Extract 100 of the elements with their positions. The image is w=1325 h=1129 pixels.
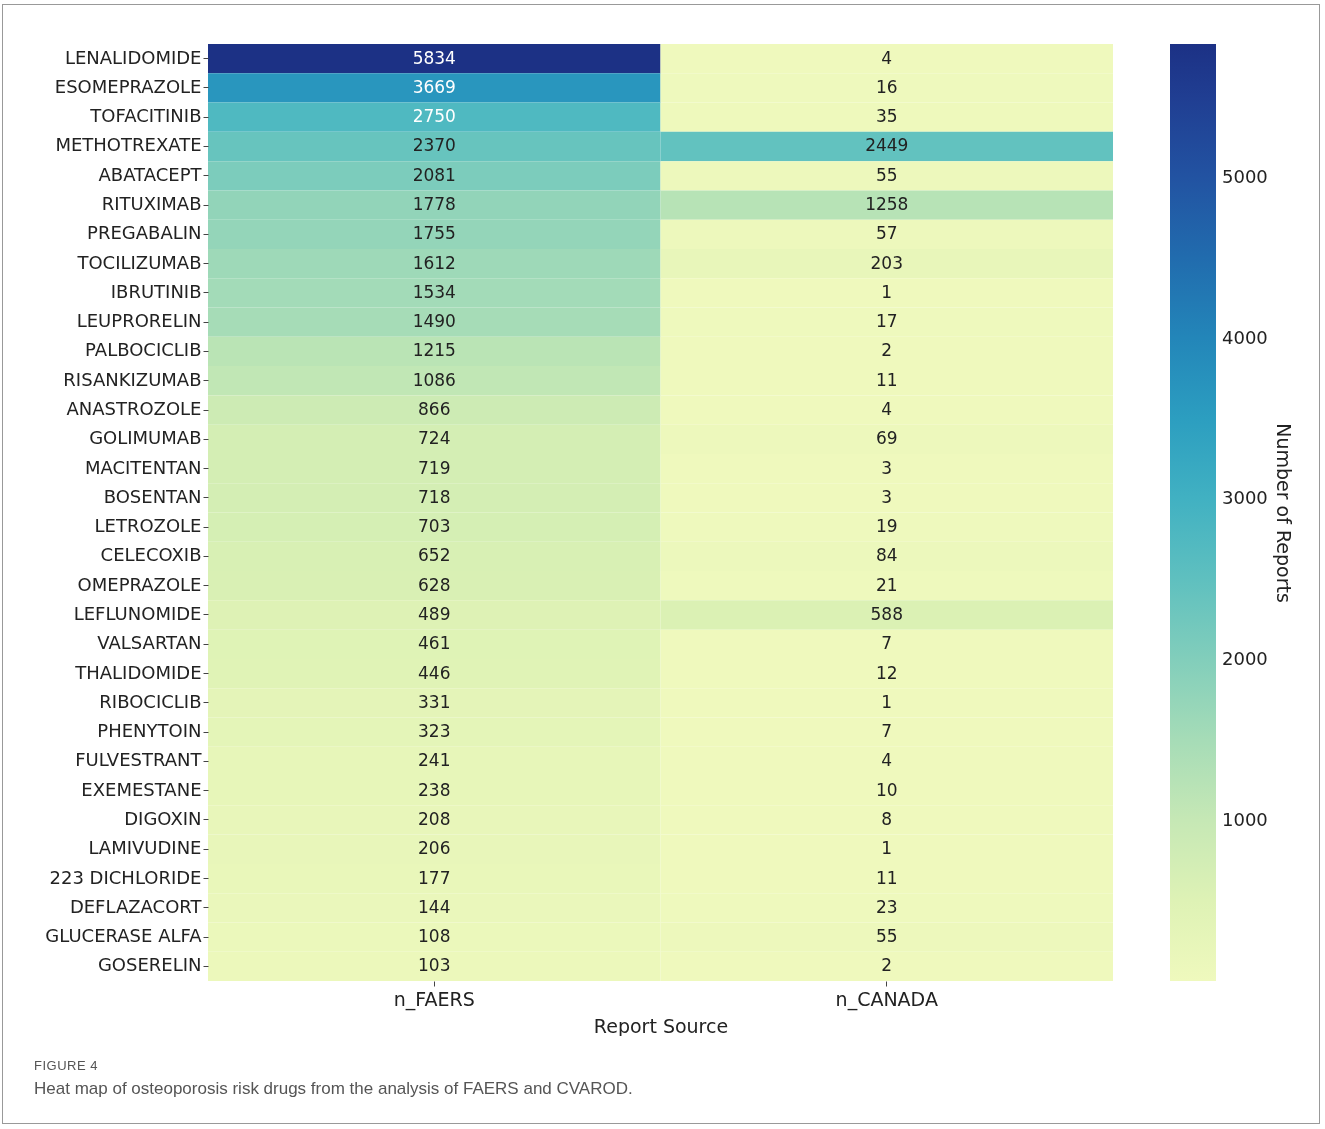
- y-tick-label: LETROZOLE: [94, 515, 202, 537]
- y-tick-label: DIGOXIN: [124, 807, 202, 829]
- y-tick-label: EXEMESTANE: [81, 778, 202, 800]
- data-label: 2081: [412, 164, 456, 185]
- y-tick-label: MACITENTAN: [84, 456, 202, 478]
- data-label: 144: [418, 896, 451, 917]
- data-label: 108: [418, 926, 451, 947]
- data-label: 55: [875, 926, 898, 947]
- y-tick-label: TOCILIZUMAB: [76, 251, 202, 273]
- data-label: 16: [875, 76, 898, 97]
- y-tick-label: LENALIDOMIDE: [64, 46, 202, 68]
- data-label: 238: [418, 779, 451, 800]
- color-bar-label: 2000: [1222, 647, 1268, 669]
- color-bar-title: Number of Reports: [1273, 423, 1295, 603]
- data-label: 2370: [412, 135, 456, 156]
- data-label: 11: [875, 867, 898, 888]
- data-label: 724: [418, 428, 451, 449]
- y-tick-label: PALBOCICLIB: [85, 339, 202, 361]
- data-label: 3: [881, 457, 893, 478]
- y-tick-label: METHOTREXATE: [55, 134, 202, 156]
- data-label: 7: [881, 633, 893, 654]
- data-label: 588: [870, 603, 903, 624]
- data-label: 1612: [412, 252, 456, 273]
- data-label: 1: [881, 838, 893, 859]
- data-label: 5834: [412, 47, 456, 68]
- y-tick-label: GOLIMUMAB: [89, 427, 202, 449]
- caption: FIGURE 4: [34, 1058, 99, 1073]
- data-label: 2750: [412, 106, 456, 127]
- data-label: 21: [875, 574, 898, 595]
- data-label: 1086: [412, 369, 456, 390]
- data-label: 718: [418, 486, 451, 507]
- data-label: 208: [418, 808, 451, 829]
- data-label: 4: [881, 47, 893, 68]
- y-tick-label: CELECOXIB: [100, 544, 202, 566]
- data-label: 17: [875, 311, 898, 332]
- data-label: 4: [881, 750, 893, 771]
- data-label: 57: [875, 223, 898, 244]
- data-label: 1: [881, 281, 893, 302]
- data-label: 103: [418, 955, 451, 976]
- y-tick-label: VALSARTAN: [97, 632, 202, 654]
- data-label: 23: [875, 896, 898, 917]
- y-tick-label: PHENYTOIN: [97, 720, 202, 742]
- data-label: 1: [881, 691, 893, 712]
- data-label: 719: [418, 457, 451, 478]
- color-bar-label: 4000: [1222, 326, 1268, 348]
- data-label: 2: [881, 955, 893, 976]
- data-label: 1755: [412, 223, 456, 244]
- data-label: 206: [418, 838, 451, 859]
- data-label: 3669: [412, 76, 456, 97]
- y-tick-label: RISANKIZUMAB: [63, 368, 202, 390]
- x-tick-label: n_CANADA: [835, 987, 938, 1011]
- data-label: 323: [418, 721, 451, 742]
- data-label: 84: [875, 545, 898, 566]
- data-label: 3: [881, 486, 893, 507]
- y-tick-label: ESOMEPRAZOLE: [54, 75, 202, 97]
- y-tick-label: PREGABALIN: [87, 222, 202, 244]
- data-label: 1490: [412, 311, 456, 332]
- data-label: 19: [875, 516, 898, 537]
- data-label: 628: [418, 574, 451, 595]
- text: Heat map of osteoporosis risk drugs from the analysis of FAERS and CVAROD.: [34, 1079, 633, 1099]
- y-tick-label: TOFACITINIB: [89, 105, 202, 127]
- data-label: 1778: [412, 194, 456, 215]
- data-label: 2449: [865, 135, 909, 156]
- y-tick-label: GOSERELIN: [97, 954, 202, 976]
- data-label: 1258: [865, 194, 909, 215]
- data-label: 866: [418, 399, 451, 420]
- y-tick-label: LEUPRORELIN: [76, 310, 202, 332]
- x-tick-label: n_FAERS: [393, 987, 475, 1011]
- data-label: 69: [875, 428, 898, 449]
- data-label: 331: [418, 691, 451, 712]
- data-label: 177: [418, 867, 451, 888]
- color-bar-label: 3000: [1222, 487, 1268, 509]
- data-label: 652: [418, 545, 451, 566]
- data-label: 4: [881, 399, 893, 420]
- data-label: 8: [881, 808, 893, 829]
- y-tick-label: FULVESTRANT: [75, 749, 203, 771]
- data-label: 1215: [412, 340, 456, 361]
- data-label: 2: [881, 340, 893, 361]
- data-label: 10: [875, 779, 898, 800]
- y-tick-label: BOSENTAN: [103, 485, 202, 507]
- data-label: 35: [875, 106, 898, 127]
- data-label: 55: [875, 164, 898, 185]
- data-label: 11: [875, 369, 898, 390]
- y-tick-label: IBRUTINIB: [110, 280, 202, 302]
- y-tick-label: DEFLAZACORT: [69, 895, 203, 917]
- y-tick-label: RITUXIMAB: [101, 193, 202, 215]
- y-tick-label: ABATACEPT: [98, 163, 203, 185]
- color-bar-label: 5000: [1222, 165, 1268, 187]
- data-label: 446: [418, 662, 451, 683]
- data-label: 12: [875, 662, 898, 683]
- x-axis-title: Report Source: [593, 1014, 729, 1037]
- data-label: 489: [418, 603, 451, 624]
- y-tick-label: GLUCERASE ALFA: [45, 925, 203, 947]
- y-tick-label: ANASTROZOLE: [66, 398, 202, 420]
- data-label: 241: [418, 750, 451, 771]
- color-bar-label: 1000: [1222, 808, 1268, 830]
- y-tick-label: LAMIVUDINE: [88, 837, 202, 859]
- data-label: 461: [418, 633, 451, 654]
- y-tick-label: THALIDOMIDE: [74, 661, 202, 683]
- data-label: 203: [870, 252, 903, 273]
